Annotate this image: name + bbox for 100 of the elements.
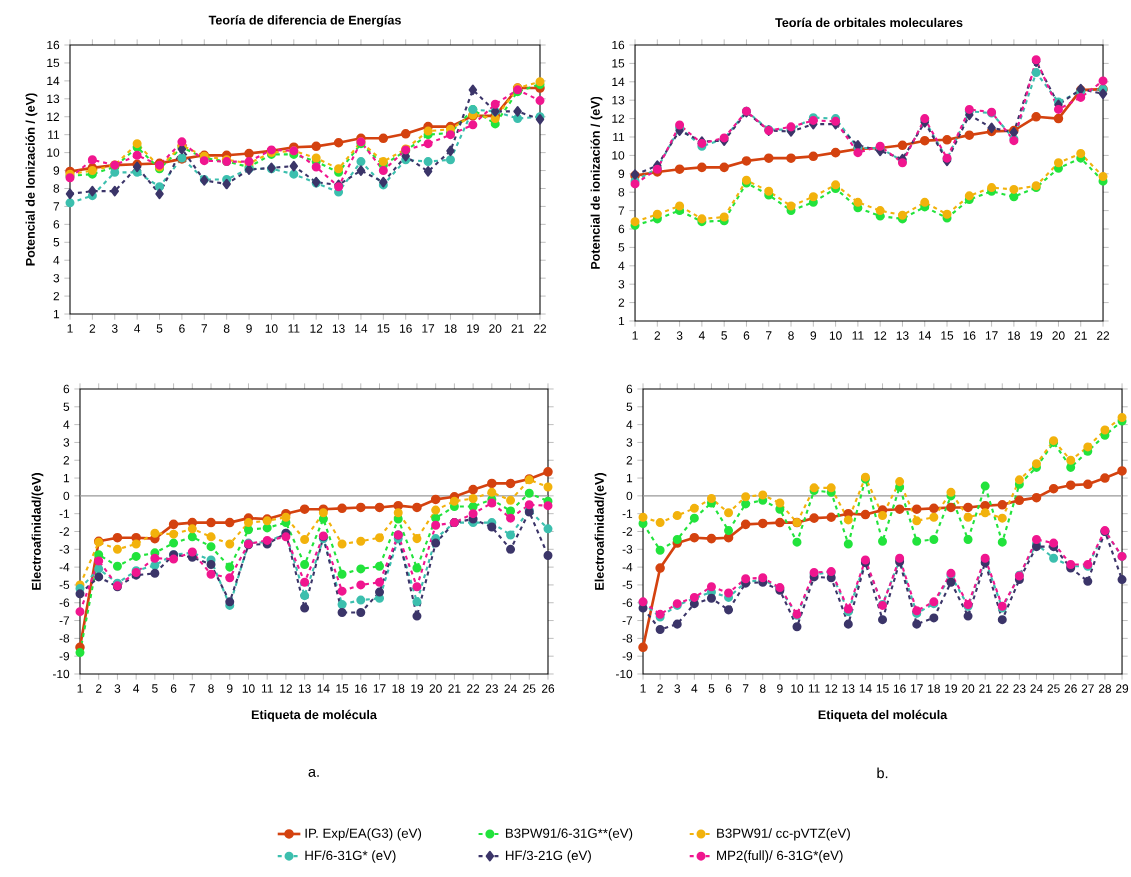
y-tick-label: 15 — [47, 58, 60, 68]
x-tick-label: 23 — [485, 684, 498, 693]
x-tick-label: 11 — [808, 684, 820, 693]
x-tick-label: 2 — [657, 684, 663, 693]
y-tick-label: 16 — [612, 40, 625, 50]
x-tick-label: 3 — [111, 324, 118, 333]
x-tick-label: 14 — [355, 324, 368, 333]
y-axis-title: Potencial de ionización / (eV) — [590, 96, 603, 269]
x-tick-label: 23 — [1013, 684, 1026, 693]
y-tick-label: 15 — [612, 59, 625, 68]
x-tick-label: 20 — [429, 684, 442, 693]
x-tick-label: 14 — [919, 331, 932, 340]
y-tick-label: 10 — [612, 151, 625, 160]
y-tick-label: 6 — [626, 384, 633, 394]
y-axis-title: Electroafinidad/(eV) — [594, 473, 607, 590]
x-tick-label: 4 — [691, 684, 698, 693]
x-tick-label: 8 — [208, 684, 214, 693]
y-tick-label: 0 — [626, 491, 633, 501]
x-tick-label: 16 — [893, 684, 906, 693]
y-tick-label: 7 — [53, 202, 60, 211]
y-tick-label: -4 — [59, 563, 70, 572]
x-tick-label: 29 — [1116, 684, 1129, 693]
legend-label: HF/6-31G* (eV) — [305, 850, 396, 863]
x-tick-label: 15 — [336, 684, 349, 693]
x-tick-label: 22 — [996, 684, 1009, 693]
y-tick-label: 4 — [53, 256, 60, 265]
x-axis-title: Etiqueta del molécula — [818, 709, 948, 722]
y-tick-label: -2 — [622, 527, 633, 536]
x-tick-label: 10 — [242, 684, 255, 693]
x-tick-label: 10 — [265, 324, 278, 333]
x-tick-label: 10 — [829, 331, 842, 340]
x-tick-label: 12 — [280, 684, 292, 693]
y-tick-label: 13 — [612, 95, 625, 105]
x-tick-label: 12 — [310, 324, 323, 333]
y-tick-label: 16 — [47, 40, 60, 50]
x-tick-label: 5 — [156, 324, 163, 333]
y-tick-label: 5 — [626, 402, 633, 411]
y-tick-label: 9 — [53, 166, 60, 175]
x-tick-label: 21 — [448, 684, 461, 693]
x-tick-label: 9 — [227, 684, 233, 693]
y-tick-label: 10 — [47, 148, 60, 157]
y-tick-label: 4 — [63, 420, 70, 429]
chart-title: Teoría de diferencia de Energías — [208, 15, 401, 28]
x-tick-label: 15 — [876, 684, 889, 693]
x-tick-label: 8 — [223, 324, 230, 333]
y-tick-label: 4 — [618, 261, 625, 270]
y-tick-label: 12 — [612, 114, 625, 123]
x-tick-label: 11 — [852, 331, 864, 340]
x-tick-label: 20 — [1052, 331, 1065, 340]
x-tick-label: 19 — [411, 684, 424, 693]
x-tick-label: 15 — [941, 331, 954, 340]
y-tick-label: 12 — [47, 112, 60, 121]
y-tick-label: 0 — [63, 491, 70, 501]
y-tick-label: 11 — [613, 132, 625, 142]
x-tick-label: 7 — [766, 331, 772, 340]
y-tick-label: 3 — [618, 279, 625, 289]
x-tick-label: 17 — [911, 684, 923, 693]
y-axis-title: Electroafinidad/(eV) — [31, 473, 44, 590]
y-tick-label: 13 — [47, 94, 60, 104]
x-tick-label: 11 — [288, 324, 300, 333]
x-tick-label: 2 — [654, 331, 661, 340]
x-tick-label: 6 — [170, 684, 177, 693]
y-tick-label: 2 — [53, 291, 60, 301]
x-tick-label: 16 — [963, 331, 976, 340]
x-tick-label: 6 — [179, 324, 185, 333]
x-tick-label: 13 — [332, 324, 345, 333]
x-tick-label: 13 — [842, 684, 855, 693]
x-tick-label: 19 — [467, 324, 479, 333]
x-tick-label: 7 — [742, 684, 749, 693]
y-tick-label: -5 — [622, 580, 633, 590]
y-tick-label: 2 — [626, 456, 633, 465]
x-tick-label: 20 — [962, 684, 975, 693]
text: a. — [308, 768, 319, 777]
y-tick-label: 7 — [618, 206, 625, 215]
x-tick-label: 4 — [698, 331, 705, 340]
y-tick-label: -3 — [622, 545, 633, 554]
x-tick-label: 21 — [979, 684, 992, 693]
x-tick-label: 3 — [676, 331, 683, 340]
x-tick-label: 4 — [134, 324, 141, 333]
x-tick-label: 26 — [541, 684, 555, 693]
y-tick-label: 5 — [63, 402, 70, 411]
x-tick-label: 19 — [1030, 331, 1043, 340]
x-tick-label: 16 — [400, 324, 412, 333]
y-tick-label: -9 — [622, 651, 633, 661]
x-tick-label: 22 — [533, 324, 547, 333]
y-tick-label: -8 — [622, 634, 633, 643]
x-tick-label: 13 — [298, 684, 311, 693]
x-tick-label: 13 — [896, 331, 909, 340]
x-tick-label: 10 — [791, 684, 804, 693]
y-tick-label: -2 — [59, 527, 70, 536]
x-tick-label: 22 — [1097, 331, 1110, 340]
y-tick-label: 9 — [618, 169, 625, 179]
y-tick-label: 3 — [626, 438, 633, 447]
y-tick-label: -1 — [622, 509, 633, 518]
x-tick-label: 16 — [355, 684, 367, 693]
x-tick-label: 8 — [759, 684, 766, 693]
x-tick-label: 24 — [1030, 684, 1043, 693]
x-tick-label: 27 — [1081, 684, 1094, 693]
x-tick-label: 9 — [246, 324, 252, 333]
y-tick-label: -7 — [622, 616, 633, 625]
